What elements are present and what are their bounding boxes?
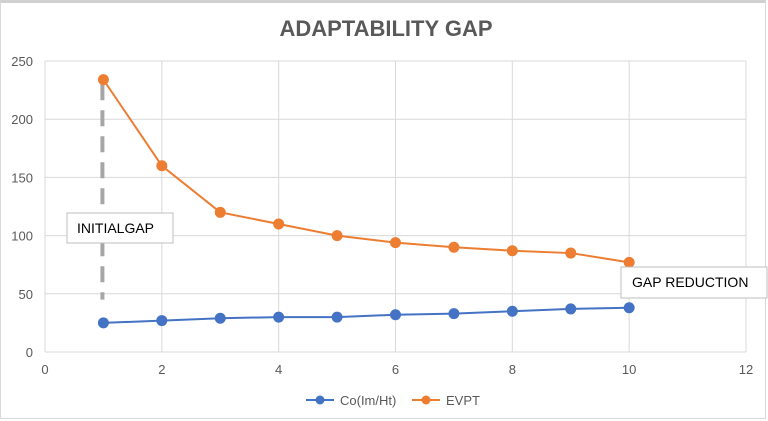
data-point [214,206,226,218]
annotations-group: INITIALGAP GAP REDUCTION [66,212,768,299]
annotation-initial-gap: INITIALGAP [66,212,174,244]
data-point [331,230,343,242]
data-point [156,160,168,172]
chart-title: ADAPTABILITY GAP [279,16,492,41]
annotation-box [66,212,174,244]
data-point [214,312,226,324]
data-point [565,247,577,259]
data-point [273,311,285,323]
legend-label: Co(Im/Ht) [340,393,396,408]
annotation-box [620,266,768,299]
data-point [623,302,635,314]
data-point [331,311,343,323]
series-line [102,79,630,264]
x-tick-label: 8 [509,362,516,377]
y-tick-label: 150 [11,170,33,185]
data-point [448,308,460,320]
x-tick-label: 6 [392,362,399,377]
data-point [390,237,401,249]
series-co-im-ht- [97,302,635,329]
y-tick-label: 100 [11,229,33,244]
annotation-text: INITIALGAP [77,220,154,236]
y-tick-label: 250 [11,54,33,69]
legend-marker [315,395,325,405]
x-tick-label: 0 [41,362,48,377]
grid [44,60,747,353]
legend-marker [421,395,431,405]
axes: 0 50 100 150 200 250 0 2 4 6 8 10 12 [11,54,753,377]
series-line [103,306,630,324]
data-point [448,241,460,253]
legend: Co(Im/Ht) EVPT [306,393,480,408]
annotation-text: GAP REDUCTION [632,274,748,290]
y-tick-label: 50 [19,287,33,302]
data-point [390,309,401,321]
data-point [97,74,109,86]
series-group [97,74,635,329]
data-point [506,305,518,317]
legend-item: Co(Im/Ht) [306,393,396,408]
data-point [273,218,285,230]
x-tick-label: 12 [739,362,753,377]
data-point [565,303,577,315]
data-point [506,245,518,257]
legend-item: EVPT [412,393,480,408]
data-point [97,317,109,329]
data-point [623,256,635,268]
x-tick-label: 10 [622,362,636,377]
annotation-gap-reduction: GAP REDUCTION [620,266,768,299]
series-evpt [97,74,635,268]
y-tick-label: 0 [26,345,33,360]
legend-label: EVPT [446,393,480,408]
y-tick-label: 200 [11,112,33,127]
data-point [156,315,168,327]
x-tick-label: 2 [158,362,165,377]
x-tick-label: 4 [275,362,282,377]
